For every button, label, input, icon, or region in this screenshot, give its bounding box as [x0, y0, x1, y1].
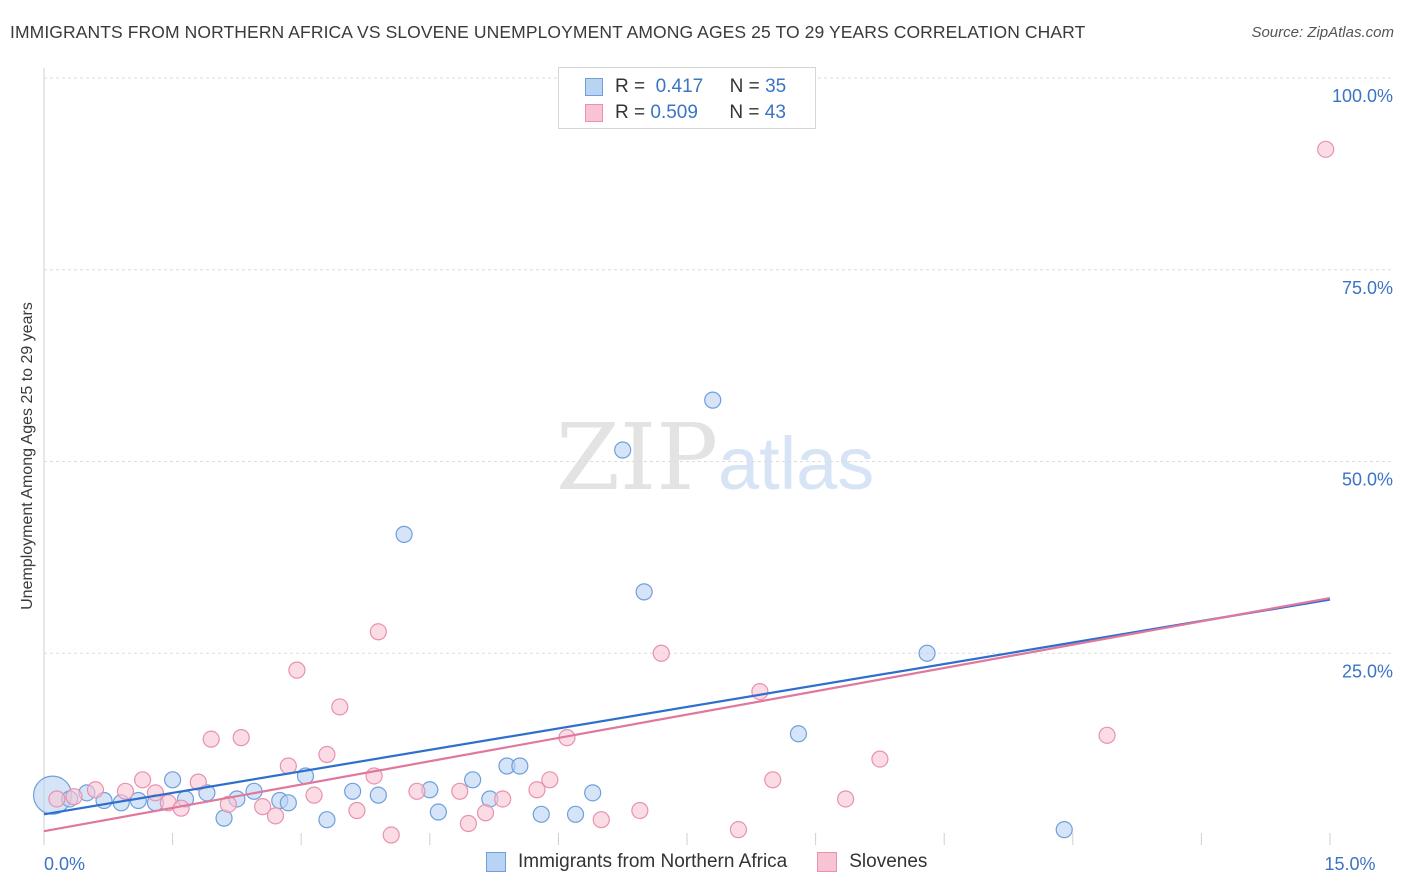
- data-point-pink: [729, 821, 748, 839]
- data-point-pink: [369, 623, 387, 641]
- bottom-legend-item-slovenes[interactable]: Slovenes: [817, 851, 927, 873]
- data-point-pink: [305, 786, 323, 804]
- legend-n-label: N =: [729, 76, 760, 97]
- data-point-blue: [344, 782, 362, 800]
- legend-swatch-blue: [585, 78, 603, 96]
- bottom-legend-item-immigrants[interactable]: Immigrants from Northern Africa: [486, 851, 787, 873]
- bottom-legend-swatch-blue: [486, 852, 506, 872]
- legend-n-value-1: 35: [765, 76, 787, 97]
- y-tick-label: 100.0%: [1332, 86, 1393, 106]
- trendline-blue: [43, 598, 1331, 816]
- data-point-pink: [219, 795, 237, 813]
- data-point-pink: [541, 771, 559, 789]
- bottom-legend-label-immigrants: Immigrants from Northern Africa: [518, 851, 788, 872]
- data-point-blue: [614, 441, 632, 459]
- data-point-pink: [1098, 726, 1116, 744]
- data-point-pink: [592, 811, 610, 829]
- data-point-pink: [459, 814, 477, 833]
- data-point-pink: [133, 771, 152, 789]
- y-tick-label: 75.0%: [1342, 278, 1393, 298]
- data-point-blue: [318, 811, 336, 829]
- data-point-pink: [348, 801, 366, 820]
- x-tick-label: 15.0%: [1324, 854, 1375, 874]
- data-point-pink: [288, 661, 306, 679]
- bottom-legend: Immigrants from Northern Africa Slovenes: [486, 851, 957, 873]
- data-point-blue: [164, 771, 182, 789]
- correlation-legend: R = 0.417 N = 35 R = 0.509 N = 43: [558, 67, 816, 129]
- data-point-blue: [429, 803, 447, 821]
- data-point-blue: [511, 757, 529, 775]
- source-credit: Source: ZipAtlas.com: [1251, 24, 1394, 41]
- data-point-blue: [369, 786, 387, 804]
- bottom-legend-label-slovenes: Slovenes: [849, 851, 928, 872]
- legend-r-label: R =: [615, 76, 646, 97]
- y-tick-label: 50.0%: [1342, 470, 1393, 490]
- y-axis-label: Unemployment Among Ages 25 to 29 years: [19, 302, 36, 610]
- data-point-blue: [584, 784, 602, 802]
- data-point-pink: [837, 790, 855, 808]
- data-point-pink: [652, 644, 670, 662]
- data-point-blue: [395, 525, 413, 543]
- data-point-pink: [451, 782, 469, 800]
- y-tick-label: 25.0%: [1342, 661, 1393, 681]
- series-pink: [48, 140, 1335, 844]
- data-point-blue: [566, 805, 585, 823]
- data-point-pink: [631, 801, 649, 820]
- data-point-blue: [635, 583, 653, 601]
- x-tick-label: 0.0%: [44, 854, 85, 874]
- data-point-pink: [476, 804, 495, 822]
- data-point-pink: [494, 790, 512, 808]
- data-point-blue: [704, 391, 722, 409]
- data-point-pink: [382, 826, 400, 844]
- data-point-blue: [789, 725, 808, 743]
- data-point-pink: [202, 730, 220, 748]
- data-point-pink: [331, 698, 349, 716]
- watermark-atlas: atlas: [718, 422, 874, 505]
- legend-r-value-1: 0.417: [655, 76, 704, 97]
- watermark-zip: ZIP: [556, 404, 718, 511]
- data-point-pink: [764, 771, 782, 789]
- legend-row-slovenes: R = 0.509 N = 43: [585, 101, 786, 125]
- bottom-legend-swatch-pink: [817, 852, 838, 872]
- data-point-blue: [918, 644, 936, 662]
- data-point-blue: [1055, 821, 1073, 839]
- legend-r-value-2: 0.509: [650, 102, 698, 123]
- data-point-blue: [464, 771, 482, 789]
- data-point-pink: [189, 773, 207, 791]
- data-point-blue: [279, 794, 297, 812]
- data-point-blue: [532, 805, 550, 823]
- data-point-pink: [48, 790, 66, 808]
- data-point-pink: [871, 750, 889, 768]
- data-point-pink: [1317, 140, 1335, 158]
- data-point-pink: [751, 682, 769, 701]
- series-blue: [32, 391, 1073, 839]
- data-point-pink: [65, 788, 83, 806]
- data-point-pink: [116, 782, 135, 800]
- data-point-pink: [528, 781, 546, 799]
- legend-n-label: N =: [729, 102, 760, 123]
- legend-n-value-2: 43: [764, 102, 786, 123]
- legend-row-immigrants: R = 0.417 N = 35: [585, 75, 786, 99]
- data-point-pink: [408, 782, 426, 800]
- data-point-pink: [266, 807, 285, 825]
- legend-swatch-pink: [585, 104, 603, 122]
- data-point-pink: [318, 745, 336, 764]
- trendline-pink: [43, 596, 1331, 833]
- chart-title: IMMIGRANTS FROM NORTHERN AFRICA VS SLOVE…: [10, 22, 1086, 42]
- data-point-pink: [232, 729, 250, 747]
- legend-r-label: R =: [615, 102, 646, 123]
- data-point-pink: [254, 798, 272, 816]
- data-point-pink: [86, 781, 105, 799]
